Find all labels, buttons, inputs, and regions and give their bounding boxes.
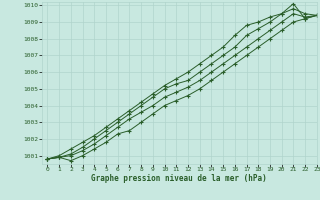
X-axis label: Graphe pression niveau de la mer (hPa): Graphe pression niveau de la mer (hPa) bbox=[91, 174, 267, 183]
